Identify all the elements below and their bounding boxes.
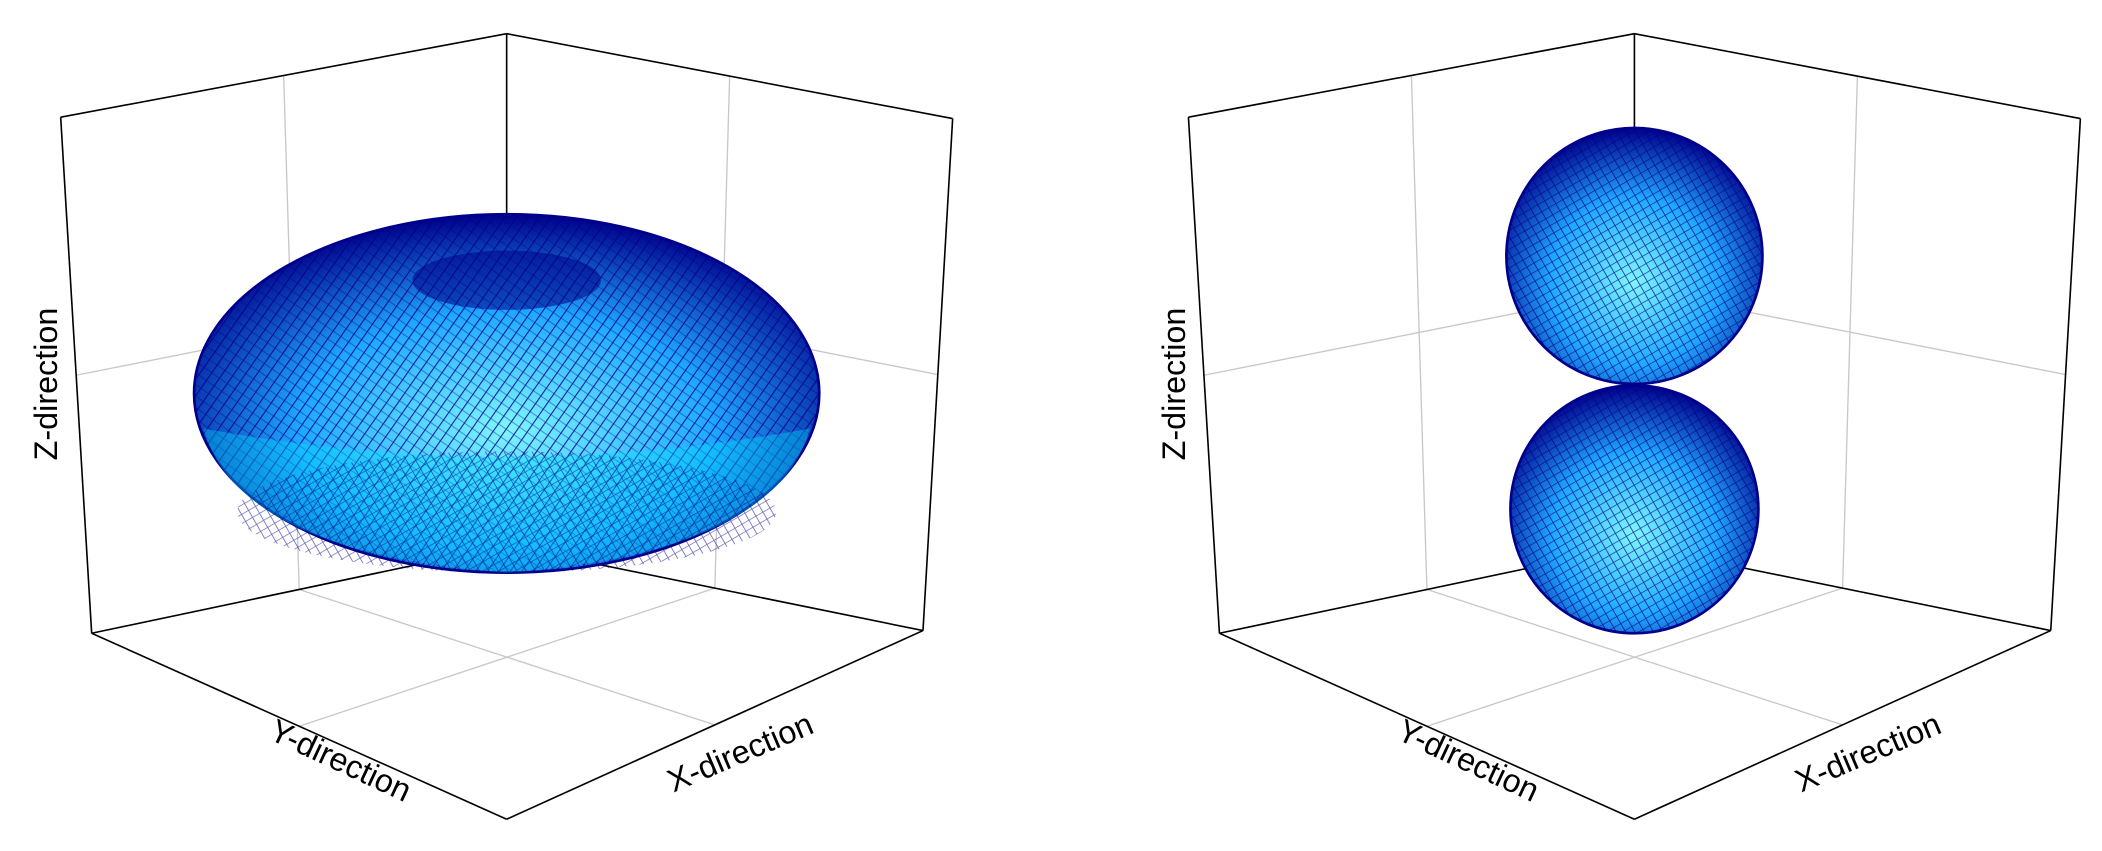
z-axis-label: Z-direction [28,308,64,461]
z-axis-label: Z-direction [1156,308,1192,461]
panel: Z-direction Y-direction X-direction [28,32,954,820]
y-axis-label: Y-direction [1392,712,1545,809]
axis-edge [506,629,924,820]
axis-edge [1219,632,1635,820]
axis-edge [1634,629,2052,820]
axis-edge [60,32,507,119]
axis-edge [506,32,953,120]
panel: Z-direction Y-direction X-direction [1156,32,2082,820]
x-axis-label: X-direction [1790,706,1946,800]
grid-line [298,588,716,726]
axis-edge [59,117,93,634]
y-axis-label: Y-direction [264,712,417,809]
lobe-mesh [1510,385,1759,634]
lobe-mesh [1506,128,1763,385]
axis-edge [1634,32,2081,120]
torus-underside-mesh [237,451,777,573]
x-axis-label: X-direction [662,706,818,800]
axis-edge [922,118,954,631]
axis-edge [91,632,507,820]
axis-edge [2049,118,2082,631]
axis-edge [1188,32,1635,119]
torus-hole [412,250,601,310]
grid-line [1426,588,1843,726]
axis-edge [1187,117,1221,634]
